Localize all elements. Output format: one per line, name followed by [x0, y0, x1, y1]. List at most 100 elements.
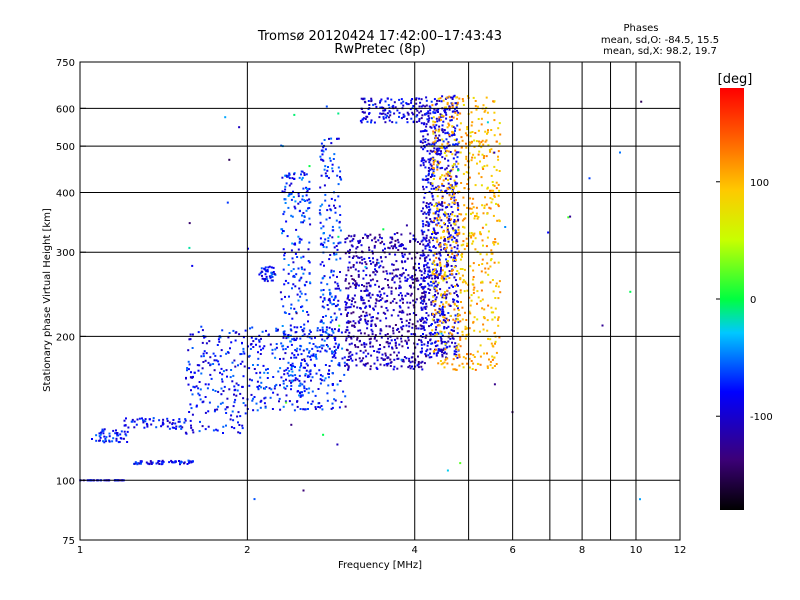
data-point — [446, 226, 449, 229]
data-point — [436, 168, 439, 171]
data-point — [284, 198, 287, 201]
data-point — [354, 345, 357, 348]
data-point — [456, 114, 459, 116]
data-point — [364, 289, 367, 292]
data-point — [459, 291, 462, 294]
data-point — [441, 184, 444, 187]
data-point — [355, 282, 358, 285]
data-point — [269, 343, 272, 346]
data-point — [328, 137, 330, 140]
data-point — [481, 153, 484, 156]
data-point — [454, 232, 457, 235]
colorbar-tick-label: 100 — [750, 178, 769, 189]
data-point — [373, 362, 376, 365]
data-point — [271, 275, 274, 278]
data-point — [371, 345, 374, 348]
data-point — [364, 261, 367, 264]
data-point — [441, 362, 444, 365]
data-point — [399, 243, 402, 246]
data-point — [419, 318, 422, 321]
data-point — [452, 240, 455, 243]
data-point — [469, 197, 472, 200]
data-point — [382, 109, 385, 112]
data-point — [180, 427, 183, 430]
data-point — [498, 170, 501, 172]
data-point — [428, 211, 431, 214]
data-point — [451, 193, 454, 196]
data-point — [271, 273, 274, 275]
data-point — [238, 424, 241, 426]
data-point — [300, 170, 303, 173]
data-point — [379, 106, 382, 109]
data-point — [447, 150, 450, 153]
data-point — [306, 355, 309, 358]
data-point — [231, 410, 234, 413]
data-point — [396, 357, 399, 360]
data-point — [442, 319, 445, 322]
data-point — [301, 176, 304, 179]
data-point — [396, 354, 398, 357]
data-point — [266, 372, 269, 374]
data-point — [490, 311, 493, 314]
data-point — [264, 266, 267, 269]
data-point — [284, 279, 287, 282]
data-point — [271, 408, 274, 410]
data-point — [297, 390, 300, 393]
data-point — [434, 328, 437, 331]
data-point — [441, 334, 444, 337]
data-point — [171, 426, 174, 429]
data-point — [361, 284, 363, 286]
data-point — [298, 374, 301, 377]
data-point — [415, 107, 418, 110]
data-point — [466, 289, 469, 292]
data-point — [454, 102, 457, 105]
data-point — [424, 353, 427, 356]
data-point — [290, 182, 293, 185]
data-point — [331, 163, 334, 166]
data-point — [453, 308, 456, 311]
data-point — [307, 248, 310, 251]
data-point — [334, 211, 337, 214]
data-point — [217, 363, 220, 366]
data-point — [393, 112, 396, 115]
data-point — [260, 267, 263, 270]
data-point — [263, 345, 266, 348]
data-point — [292, 261, 295, 264]
data-point — [458, 314, 461, 317]
data-point — [485, 223, 488, 226]
data-point — [354, 287, 357, 289]
data-point — [362, 357, 365, 360]
data-point — [342, 390, 345, 393]
data-point — [200, 355, 203, 358]
data-point — [390, 339, 393, 342]
data-point — [458, 353, 461, 356]
data-point — [428, 152, 431, 155]
data-point — [479, 363, 482, 366]
data-point — [158, 460, 161, 463]
data-point — [214, 390, 217, 392]
data-point — [303, 199, 306, 202]
data-point — [379, 236, 381, 239]
data-point — [453, 202, 456, 205]
data-point — [491, 366, 494, 369]
data-point — [463, 248, 466, 251]
data-point — [331, 236, 334, 239]
data-point — [360, 343, 363, 346]
data-point — [465, 282, 468, 285]
data-point — [328, 297, 331, 300]
data-point — [440, 294, 442, 297]
data-point — [470, 124, 473, 127]
data-point — [423, 280, 426, 282]
data-point — [494, 340, 497, 343]
chart-subtitle: RwPretec (8p) — [334, 42, 425, 57]
data-point — [419, 164, 422, 167]
data-point — [451, 132, 454, 135]
data-point — [395, 301, 398, 304]
data-point — [173, 426, 176, 429]
data-point — [288, 400, 291, 403]
data-point — [239, 353, 242, 356]
data-point — [283, 283, 286, 286]
data-point — [369, 345, 372, 348]
data-point — [291, 403, 294, 406]
data-point — [416, 320, 419, 323]
